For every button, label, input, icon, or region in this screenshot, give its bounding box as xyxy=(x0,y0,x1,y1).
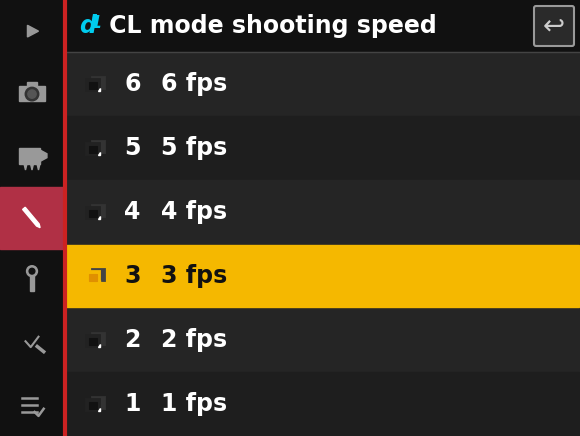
Bar xyxy=(65,0,580,52)
Polygon shape xyxy=(23,207,40,228)
Bar xyxy=(66,245,579,307)
Bar xyxy=(66,372,579,436)
Text: 1: 1 xyxy=(89,14,101,32)
FancyBboxPatch shape xyxy=(534,6,574,46)
Text: ↩: ↩ xyxy=(543,14,565,40)
Bar xyxy=(89,274,97,281)
Bar xyxy=(86,79,100,91)
Text: 1: 1 xyxy=(124,392,140,416)
Polygon shape xyxy=(37,164,40,170)
Polygon shape xyxy=(24,164,27,170)
Circle shape xyxy=(29,268,35,274)
Bar xyxy=(89,210,97,217)
Bar xyxy=(92,397,105,409)
Text: 4: 4 xyxy=(124,200,140,224)
Text: 5 fps: 5 fps xyxy=(161,136,227,160)
Bar xyxy=(0,0,65,436)
Bar xyxy=(86,207,100,219)
Text: 4 fps: 4 fps xyxy=(161,200,227,224)
Bar xyxy=(66,180,579,244)
Bar xyxy=(66,52,579,116)
Bar xyxy=(89,146,97,153)
Polygon shape xyxy=(97,344,100,347)
Bar xyxy=(86,335,100,347)
Bar xyxy=(66,116,579,180)
Circle shape xyxy=(26,87,39,101)
Bar xyxy=(66,308,579,372)
Bar xyxy=(0,187,65,249)
Polygon shape xyxy=(27,25,38,37)
Text: d: d xyxy=(79,14,96,38)
Polygon shape xyxy=(97,152,100,155)
Text: 2 fps: 2 fps xyxy=(161,328,227,352)
Text: CL mode shooting speed: CL mode shooting speed xyxy=(101,14,437,38)
Polygon shape xyxy=(97,280,100,283)
Bar xyxy=(21,21,43,41)
Polygon shape xyxy=(30,164,34,170)
Bar xyxy=(89,338,97,345)
Bar xyxy=(27,82,37,87)
Bar xyxy=(92,205,105,217)
Text: 1 fps: 1 fps xyxy=(161,392,227,416)
Bar xyxy=(89,402,97,409)
Polygon shape xyxy=(97,88,100,91)
Bar xyxy=(66,245,579,307)
Polygon shape xyxy=(97,216,100,219)
Text: 3 fps: 3 fps xyxy=(161,264,227,288)
Polygon shape xyxy=(40,150,47,162)
Text: 6: 6 xyxy=(124,72,140,96)
Bar xyxy=(92,77,105,89)
Circle shape xyxy=(27,266,38,277)
Circle shape xyxy=(28,90,36,98)
Text: 3: 3 xyxy=(124,264,140,288)
Text: 5: 5 xyxy=(124,136,140,160)
Bar xyxy=(89,82,97,89)
Text: 2: 2 xyxy=(124,328,140,352)
Bar xyxy=(19,86,45,101)
Bar xyxy=(86,271,100,283)
Bar xyxy=(86,399,100,411)
Bar xyxy=(20,334,37,347)
Polygon shape xyxy=(97,408,100,411)
Bar xyxy=(19,148,40,164)
Bar xyxy=(30,270,34,291)
Bar xyxy=(86,143,100,155)
Bar xyxy=(92,333,105,345)
Bar xyxy=(92,141,105,153)
Text: 6 fps: 6 fps xyxy=(161,72,227,96)
Bar xyxy=(92,269,105,281)
